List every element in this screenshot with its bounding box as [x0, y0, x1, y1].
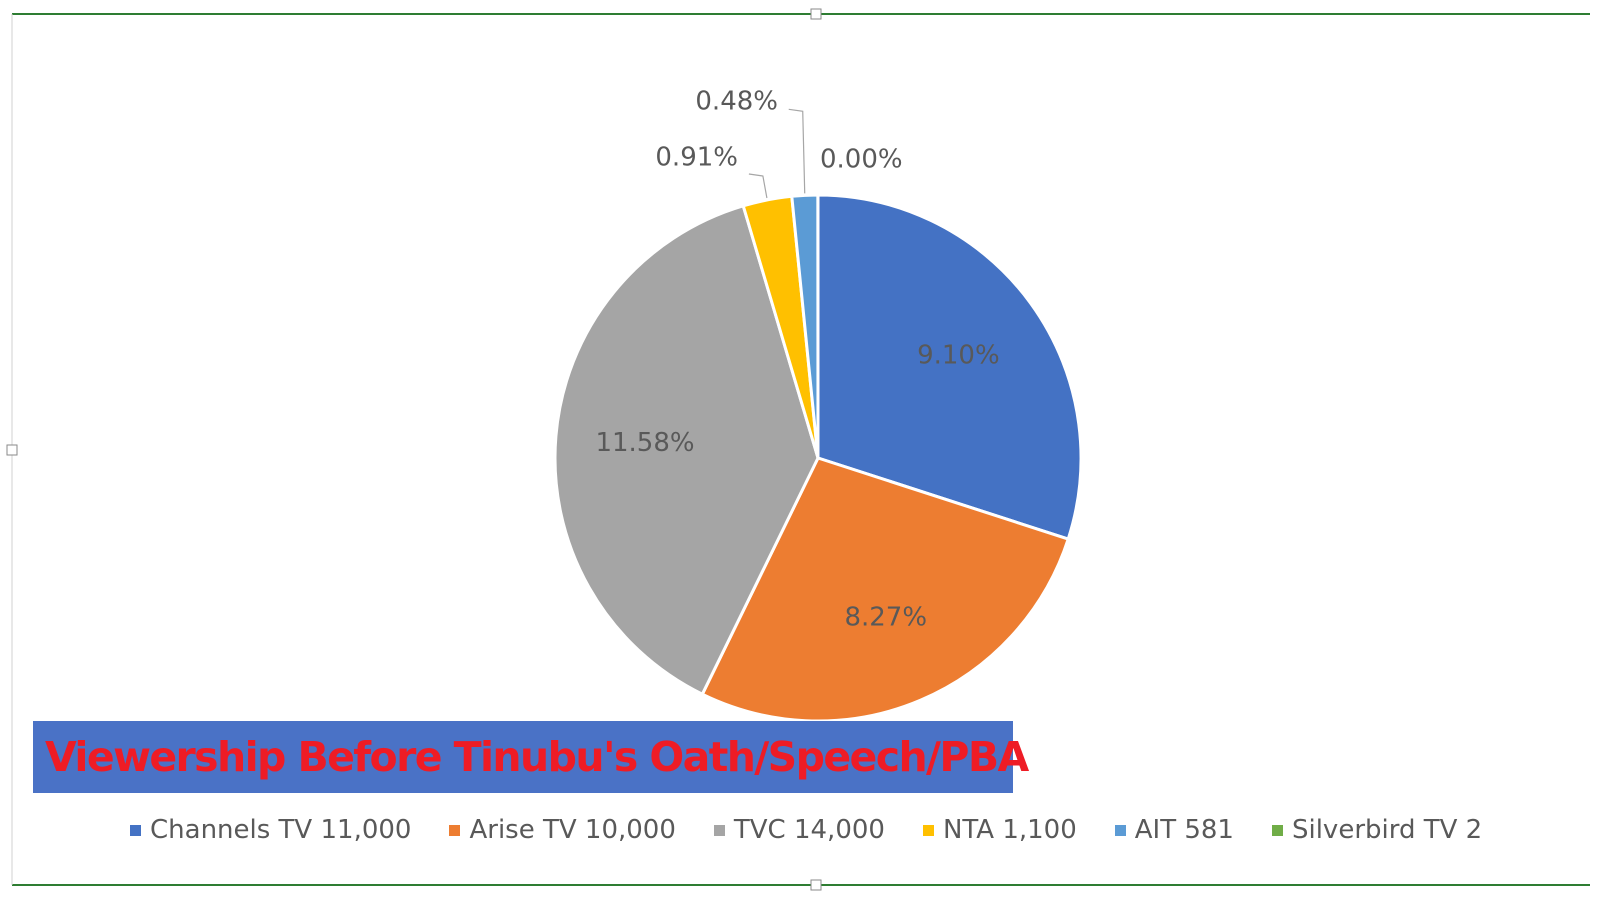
chart-legend: Channels TV 11,000 Arise TV 10,000 TVC 14,…	[130, 815, 1482, 845]
legend-item-silverbird-tv[interactable]: Silverbird TV 2	[1271, 815, 1483, 845]
legend-item-nta[interactable]: NTA 1,100	[922, 815, 1077, 845]
legend-swatch	[713, 824, 725, 836]
legend-label: NTA 1,100	[942, 815, 1077, 845]
data-label-arise-tv: 8.27%	[844, 602, 927, 632]
legend-item-channels-tv[interactable]: Channels TV 11,000	[130, 815, 411, 845]
legend-item-ait[interactable]: AIT 581	[1114, 815, 1234, 845]
pie-slice-arise-tv[interactable]	[700, 456, 1070, 723]
data-label-tvc: 11.58%	[595, 428, 694, 458]
resize-handle[interactable]	[810, 8, 822, 20]
leader-line-nta	[748, 173, 768, 199]
chart-title: Viewership Before Tinubu's Oath/Speech/P…	[45, 733, 1029, 781]
data-label-silverbird-tv: 0.00%	[820, 145, 903, 175]
pie-slice-tvc[interactable]	[553, 204, 820, 696]
data-label-nta: 0.91%	[655, 143, 738, 173]
legend-item-arise-tv[interactable]: Arise TV 10,000	[449, 815, 676, 845]
legend-label: Silverbird TV 2	[1291, 815, 1483, 845]
data-label-channels-tv: 9.10%	[917, 340, 1000, 370]
legend-label: Channels TV 11,000	[150, 815, 412, 845]
data-label-ait: 0.48%	[695, 87, 778, 117]
chart-title-banner: Viewership Before Tinubu's Oath/Speech/P…	[33, 721, 1029, 793]
legend-label: Arise TV 10,000	[469, 815, 676, 845]
legend-label: AIT 581	[1134, 815, 1234, 845]
resize-handle[interactable]	[6, 444, 18, 456]
legend-label: TVC 14,000	[733, 815, 885, 845]
legend-swatch	[922, 824, 934, 836]
legend-swatch	[449, 824, 461, 836]
resize-handle[interactable]	[810, 879, 822, 891]
legend-item-tvc[interactable]: TVC 14,000	[713, 815, 885, 845]
leader-line-ait	[788, 108, 806, 194]
legend-swatch	[1271, 824, 1283, 836]
pie-slice-channels-tv[interactable]	[816, 193, 1083, 541]
legend-swatch	[1114, 824, 1126, 836]
legend-swatch	[130, 824, 141, 836]
